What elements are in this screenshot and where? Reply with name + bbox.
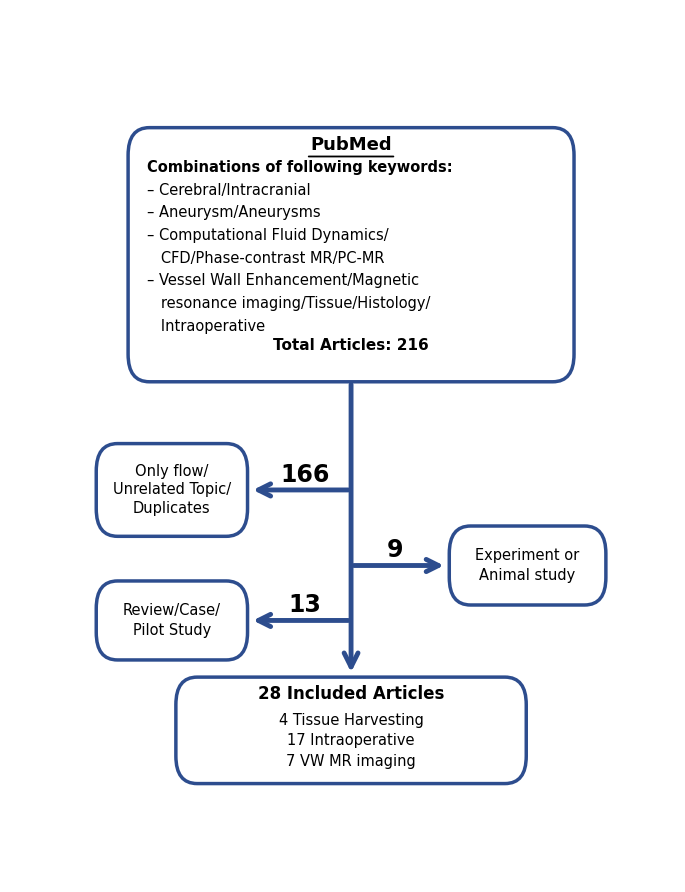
Text: – Cerebral/Intracranial: – Cerebral/Intracranial bbox=[147, 183, 310, 198]
Text: Review/Case/: Review/Case/ bbox=[123, 603, 221, 617]
Text: – Computational Fluid Dynamics/: – Computational Fluid Dynamics/ bbox=[147, 228, 388, 243]
Text: 9: 9 bbox=[386, 538, 403, 562]
FancyBboxPatch shape bbox=[96, 443, 247, 536]
Text: Pilot Study: Pilot Study bbox=[133, 624, 211, 639]
Text: – Vessel Wall Enhancement/Magnetic: – Vessel Wall Enhancement/Magnetic bbox=[147, 273, 419, 288]
Text: Intraoperative: Intraoperative bbox=[147, 318, 265, 334]
Text: 28 Included Articles: 28 Included Articles bbox=[258, 685, 445, 704]
Text: 7 VW MR imaging: 7 VW MR imaging bbox=[286, 754, 416, 769]
FancyBboxPatch shape bbox=[96, 581, 247, 660]
Text: PubMed: PubMed bbox=[310, 136, 392, 154]
Text: resonance imaging/Tissue/Histology/: resonance imaging/Tissue/Histology/ bbox=[147, 296, 430, 311]
Text: Experiment or: Experiment or bbox=[475, 548, 580, 563]
Text: 13: 13 bbox=[288, 593, 321, 617]
Text: Duplicates: Duplicates bbox=[133, 501, 211, 516]
Text: CFD/Phase-contrast MR/PC-MR: CFD/Phase-contrast MR/PC-MR bbox=[147, 251, 384, 266]
Text: Total Articles: 216: Total Articles: 216 bbox=[273, 338, 429, 353]
Text: Animal study: Animal study bbox=[479, 568, 575, 583]
FancyBboxPatch shape bbox=[128, 128, 574, 382]
Text: Unrelated Topic/: Unrelated Topic/ bbox=[113, 483, 231, 498]
Text: – Aneurysm/Aneurysms: – Aneurysm/Aneurysms bbox=[147, 205, 321, 220]
Text: 166: 166 bbox=[280, 463, 329, 486]
FancyBboxPatch shape bbox=[449, 526, 606, 605]
Text: Combinations of following keywords:: Combinations of following keywords: bbox=[147, 160, 452, 175]
Text: Only flow/: Only flow/ bbox=[135, 464, 208, 479]
Text: 4 Tissue Harvesting: 4 Tissue Harvesting bbox=[279, 713, 423, 728]
Text: 17 Intraoperative: 17 Intraoperative bbox=[287, 733, 415, 748]
FancyBboxPatch shape bbox=[176, 677, 526, 783]
